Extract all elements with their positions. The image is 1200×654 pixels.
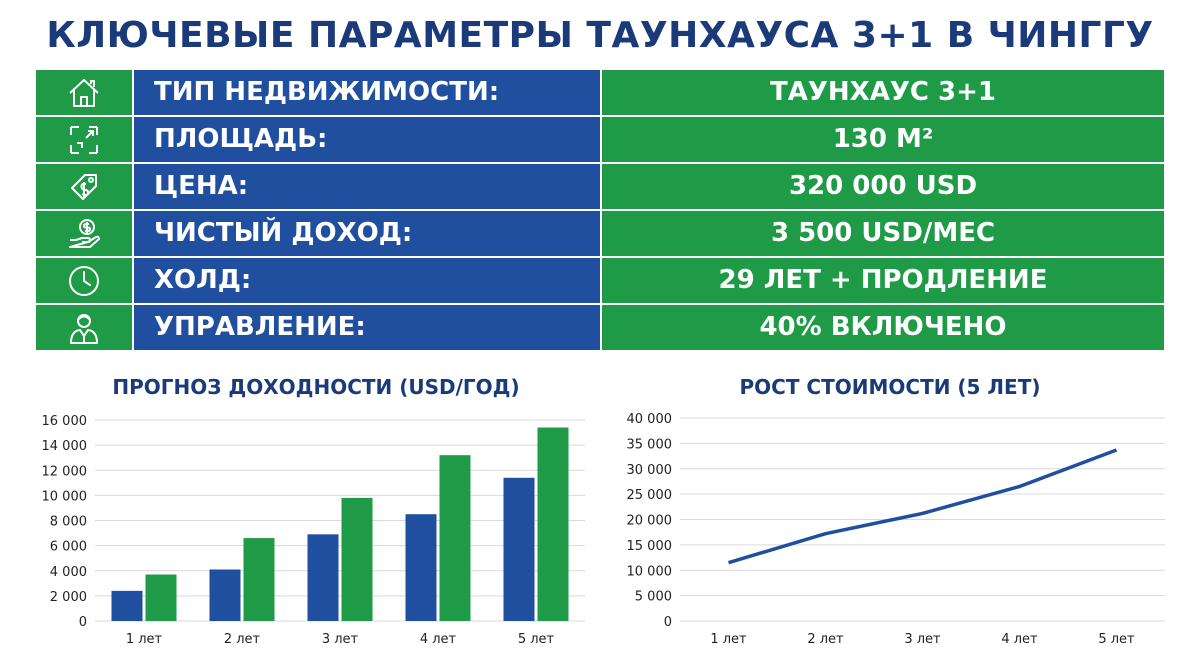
series-line <box>727 448 1118 565</box>
bar-y-tick-label: 4 000 <box>50 565 87 580</box>
line-chart-title: РОСТ СТОИМОСТИ (5 ЛЕТ) <box>739 375 1041 399</box>
bar-x-tick-label: 1 лет <box>126 632 163 647</box>
area-icon <box>36 117 132 162</box>
param-label: ЦЕНА: <box>134 164 600 209</box>
value-line-chart: 0 5 000 10 000 15 000 20 000 25 000 30 000 35 0… <box>627 412 1165 647</box>
bar <box>111 590 143 621</box>
line-y-tick-label: 15 000 <box>627 539 673 554</box>
bar <box>209 569 241 621</box>
bar <box>503 477 535 621</box>
param-value: 130 М² <box>602 117 1164 162</box>
bar-y-tick-label: 16 000 <box>42 414 88 429</box>
line-y-tick-label: 10 000 <box>627 564 673 579</box>
bar <box>307 534 339 621</box>
line-y-tick-label: 25 000 <box>627 488 673 503</box>
bar <box>341 497 373 621</box>
line-x-tick-label: 2 лет <box>807 632 844 647</box>
bar-chart-title: ПРОГНОЗ ДОХОДНОСТИ (USD/ГОД) <box>112 375 520 399</box>
bar-x-tick-label: 4 лет <box>420 632 457 647</box>
param-label: ХОЛД: <box>134 258 600 303</box>
bar <box>145 574 177 621</box>
bar-y-tick-label: 6 000 <box>50 540 87 555</box>
line-y-tick-label: 0 <box>664 615 672 630</box>
bar-y-tick-label: 10 000 <box>42 489 88 504</box>
bar-x-tick-label: 5 лет <box>518 632 555 647</box>
param-row-management: УПРАВЛЕНИЕ: 40% ВКЛЮЧЕНО <box>36 305 1164 350</box>
line-y-tick-label: 20 000 <box>627 514 673 529</box>
line-x-tick-label: 5 лет <box>1098 632 1135 647</box>
line-y-tick-label: 30 000 <box>627 463 673 478</box>
clock-icon <box>36 258 132 303</box>
line-y-tick-label: 40 000 <box>627 412 673 427</box>
line-x-tick-label: 1 лет <box>710 632 747 647</box>
param-row-area: ПЛОЩАДЬ: 130 М² <box>36 117 1164 162</box>
income-bar-chart: 0 2 000 4 000 6 000 8 000 10 000 12 000 14 000 1… <box>42 414 585 647</box>
manager-icon <box>36 305 132 350</box>
bar <box>243 538 275 621</box>
param-value: 3 500 USD/МЕС <box>602 211 1164 256</box>
line-x-tick-label: 3 лет <box>904 632 941 647</box>
line-y-tick-label: 35 000 <box>627 437 673 452</box>
bar-y-tick-label: 14 000 <box>42 439 88 454</box>
line-y-tick-label: 5 000 <box>635 590 672 605</box>
param-value: 29 ЛЕТ + ПРОДЛЕНИЕ <box>602 258 1164 303</box>
bar-y-tick-label: 0 <box>79 615 87 630</box>
param-label: УПРАВЛЕНИЕ: <box>134 305 600 350</box>
bar-x-tick-label: 3 лет <box>322 632 359 647</box>
line-x-tick-label: 4 лет <box>1001 632 1038 647</box>
house-icon <box>36 70 132 115</box>
param-label: ПЛОЩАДЬ: <box>134 117 600 162</box>
param-row-hold: ХОЛД: 29 ЛЕТ + ПРОДЛЕНИЕ <box>36 258 1164 303</box>
bar-y-tick-label: 2 000 <box>50 590 87 605</box>
page-title: КЛЮЧЕВЫЕ ПАРАМЕТРЫ ТАУНХАУСА 3+1 В ЧИНГГ… <box>46 15 1154 56</box>
bar-y-tick-label: 8 000 <box>50 515 87 530</box>
param-value: 320 000 USD <box>602 164 1164 209</box>
param-value: ТАУНХАУС 3+1 <box>602 70 1164 115</box>
param-row-income: ЧИСТЫЙ ДОХОД: 3 500 USD/МЕС <box>36 211 1164 256</box>
hand-coin-icon <box>36 211 132 256</box>
param-value: 40% ВКЛЮЧЕНО <box>602 305 1164 350</box>
price-tag-icon <box>36 164 132 209</box>
param-label: ЧИСТЫЙ ДОХОД: <box>134 211 600 256</box>
bar-x-tick-label: 2 лет <box>224 632 261 647</box>
bar <box>405 514 437 621</box>
param-row-type: ТИП НЕДВИЖИМОСТИ: ТАУНХАУС 3+1 <box>36 70 1164 115</box>
bar <box>439 455 471 621</box>
param-row-price: ЦЕНА: 320 000 USD <box>36 164 1164 209</box>
bar <box>537 427 569 621</box>
param-label: ТИП НЕДВИЖИМОСТИ: <box>134 70 600 115</box>
bar-y-tick-label: 12 000 <box>42 464 88 479</box>
params-table: ТИП НЕДВИЖИМОСТИ: ТАУНХАУС 3+1 ПЛОЩАДЬ: … <box>36 70 1164 350</box>
